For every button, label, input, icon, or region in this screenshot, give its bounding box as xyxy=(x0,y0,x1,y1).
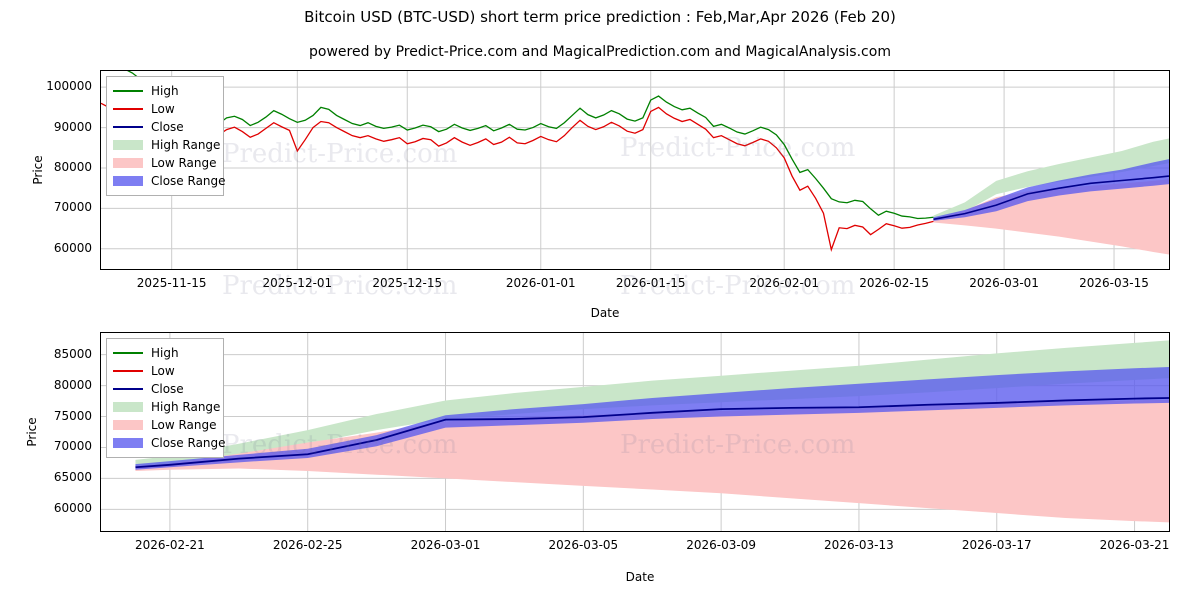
legend-swatch-low-range-icon xyxy=(113,157,143,169)
x-tick-label: 2026-02-21 xyxy=(135,538,205,552)
legend-item-close-range: Close Range xyxy=(113,172,226,190)
bottom-chart-x-axis-label: Date xyxy=(625,570,655,584)
y-tick-label: 65000 xyxy=(53,470,92,485)
x-tick-label: 2026-03-01 xyxy=(969,276,1039,290)
x-tick-label: 2026-02-01 xyxy=(749,276,820,290)
x-tick-label: 2026-03-09 xyxy=(686,538,756,552)
legend-swatch-low-icon xyxy=(113,103,143,115)
top-chart-x-axis-label: Date xyxy=(590,306,620,320)
x-tick-label: 2026-01-15 xyxy=(615,276,686,290)
legend-swatch-high-range-icon xyxy=(113,139,143,151)
legend-item-high: High xyxy=(113,82,216,100)
x-tick-label: 2025-12-15 xyxy=(372,276,443,290)
legend-label: High Range xyxy=(151,400,221,414)
legend-item-close: Close xyxy=(113,118,216,136)
legend-item-low: Low xyxy=(113,362,216,380)
y-tick-label: 70000 xyxy=(53,439,92,454)
legend-item-high-range: High Range xyxy=(113,398,220,416)
bottom-chart-legend: High Low Close High Range Low Range Close Ran… xyxy=(106,338,226,458)
x-tick-label: 2026-03-15 xyxy=(1079,276,1149,290)
legend-label: Low xyxy=(151,364,175,378)
legend-label: High Range xyxy=(151,138,221,152)
x-tick-label: 2026-01-01 xyxy=(505,276,576,290)
x-tick-label: 2026-03-17 xyxy=(961,538,1032,552)
legend-label: Low Range xyxy=(151,156,217,170)
y-tick-label: 75000 xyxy=(53,408,92,423)
legend-swatch-close-range-icon xyxy=(113,175,143,187)
y-tick-label: 60000 xyxy=(53,240,92,255)
legend-label: Close xyxy=(151,382,184,396)
legend-swatch-high-icon xyxy=(113,85,143,97)
legend-label: High xyxy=(151,346,179,360)
legend-label: Close Range xyxy=(151,436,226,450)
top-chart-y-axis-label: Price xyxy=(31,155,45,185)
x-tick-label: 2026-03-05 xyxy=(548,538,619,552)
top-chart-plot-area xyxy=(100,70,1170,270)
legend-label: Low Range xyxy=(151,418,217,432)
legend-item-high: High xyxy=(113,344,216,362)
legend-item-high-range: High Range xyxy=(113,136,220,154)
x-tick-label: 2026-03-13 xyxy=(824,538,894,552)
chart-title: Bitcoin USD (BTC-USD) short term price p… xyxy=(304,8,896,26)
legend-swatch-high-icon xyxy=(113,347,143,359)
y-tick-label: 80000 xyxy=(53,159,92,174)
x-tick-label: 2026-03-01 xyxy=(410,538,481,552)
legend-swatch-high-range-icon xyxy=(113,401,143,413)
chart-subtitle: powered by Predict-Price.com and Magical… xyxy=(309,44,891,60)
legend-item-low: Low xyxy=(113,100,216,118)
x-tick-label: 2025-12-01 xyxy=(262,276,333,290)
legend-label: High xyxy=(151,84,179,98)
legend-swatch-low-icon xyxy=(113,365,143,377)
legend-label: Close Range xyxy=(151,174,226,188)
legend-item-close: Close xyxy=(113,380,216,398)
legend-swatch-close-range-icon xyxy=(113,437,143,449)
y-tick-label: 90000 xyxy=(53,119,92,134)
y-tick-label: 100000 xyxy=(46,79,92,94)
legend-item-close-range: Close Range xyxy=(113,434,226,452)
y-tick-label: 85000 xyxy=(53,346,92,361)
legend-label: Close xyxy=(151,120,184,134)
top-chart-legend: High Low Close High Range Low Range Close Ran… xyxy=(106,76,226,196)
x-tick-label: 2026-03-21 xyxy=(1099,538,1170,552)
y-tick-label: 60000 xyxy=(53,501,92,516)
bottom-chart-y-axis-label: Price xyxy=(25,417,39,447)
y-tick-label: 70000 xyxy=(53,200,92,215)
legend-label: Low xyxy=(151,102,175,116)
legend-swatch-low-range-icon xyxy=(113,419,143,431)
legend-item-low-range: Low Range xyxy=(113,416,216,434)
legend-swatch-close-icon xyxy=(113,383,143,395)
x-tick-label: 2025-11-15 xyxy=(136,276,207,290)
bottom-chart-plot-area xyxy=(100,332,1170,532)
x-tick-label: 2026-02-15 xyxy=(859,276,930,290)
legend-swatch-close-icon xyxy=(113,121,143,133)
y-tick-label: 80000 xyxy=(53,377,92,392)
legend-item-low-range: Low Range xyxy=(113,154,216,172)
x-tick-label: 2026-02-25 xyxy=(272,538,343,552)
